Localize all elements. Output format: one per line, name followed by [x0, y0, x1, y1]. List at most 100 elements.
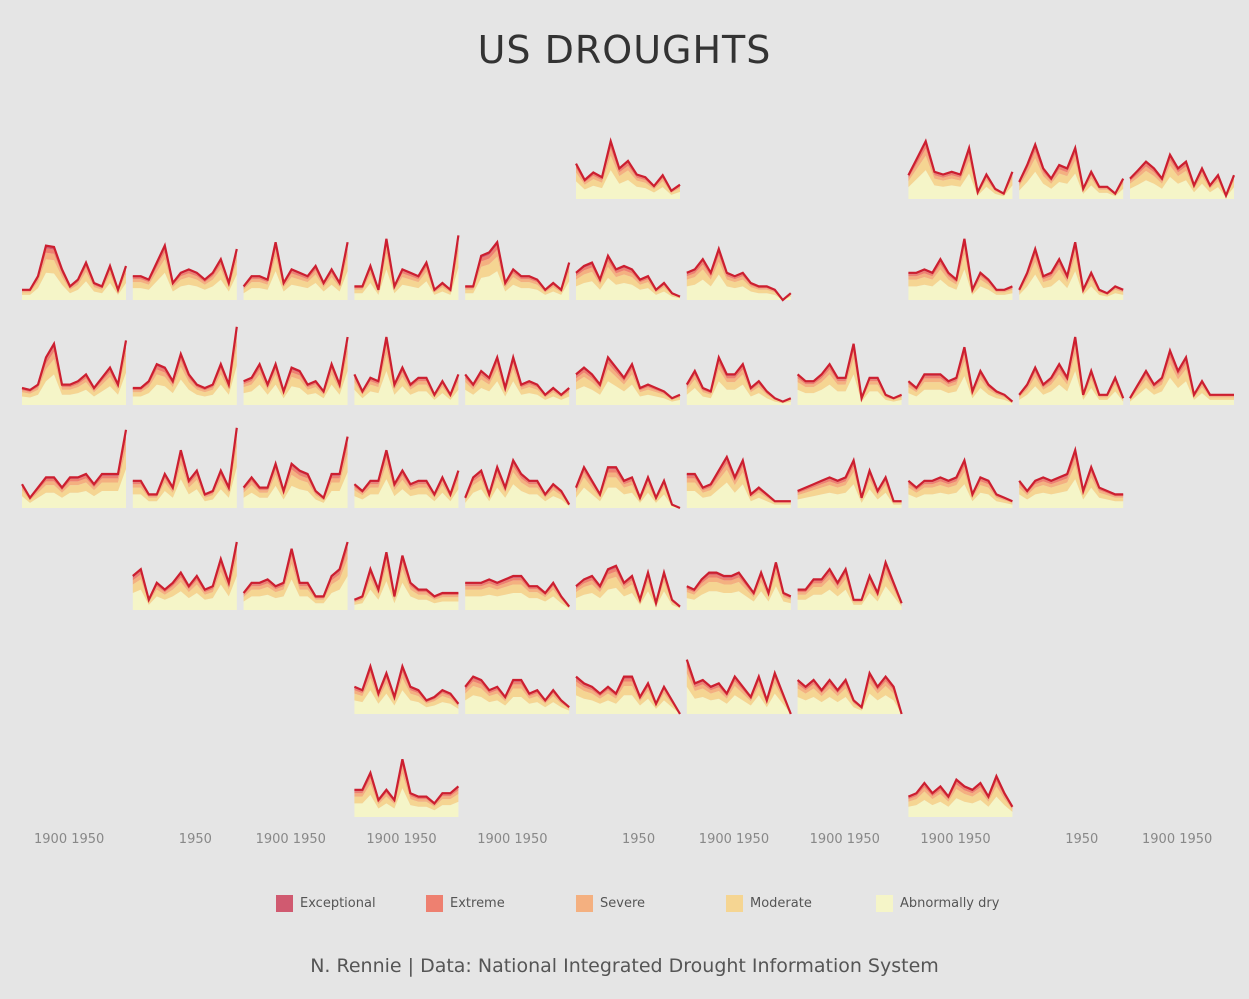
area-moderate — [243, 256, 348, 294]
area-severe — [132, 252, 237, 288]
area-severe — [908, 781, 1013, 810]
drought-total-line — [464, 675, 570, 709]
area-severe — [686, 666, 791, 714]
drought-total-line — [686, 454, 791, 503]
state-panel — [575, 355, 681, 405]
area-abnormally-dry — [908, 269, 1013, 300]
area-abnormally-dry — [686, 381, 791, 405]
drought-total-line — [685, 354, 792, 403]
area-severe — [465, 249, 570, 293]
drought-total-line — [907, 138, 1014, 196]
area-moderate — [1130, 364, 1234, 402]
state-panel — [1129, 152, 1236, 199]
state-panel — [1018, 445, 1124, 508]
area-moderate — [354, 464, 459, 502]
area-abnormally-dry — [1019, 371, 1124, 405]
x-tick-label: 1950 — [1065, 832, 1098, 847]
state-panel — [907, 346, 1014, 405]
state-panel — [907, 138, 1014, 199]
state-panel — [242, 541, 349, 610]
x-tick-label: 1900 1950 — [477, 832, 547, 847]
area-abnormally-dry — [465, 381, 570, 405]
state-panel — [686, 454, 791, 508]
area-abnormally-dry — [686, 586, 791, 610]
area-abnormally-dry — [576, 587, 680, 610]
legend-item-moderate: Moderate — [726, 895, 812, 912]
area-moderate — [576, 155, 680, 195]
drought-total-line — [796, 343, 903, 403]
area-moderate — [1019, 354, 1124, 402]
area-extreme — [908, 350, 1013, 402]
area-moderate — [243, 454, 348, 503]
drought-total-line — [465, 239, 571, 292]
area-moderate — [354, 678, 459, 709]
legend-swatch — [726, 895, 743, 912]
area-abnormally-dry — [22, 372, 126, 405]
drought-total-line — [21, 340, 128, 392]
drought-total-line — [575, 355, 681, 400]
area-moderate — [797, 359, 902, 402]
legend-swatch — [276, 895, 293, 912]
area-extreme — [465, 678, 570, 709]
legend-item-abnormally-dry: Abnormally dry — [876, 895, 999, 912]
area-severe — [465, 363, 570, 398]
state-panel — [353, 449, 460, 508]
drought-total-line — [464, 457, 571, 506]
area-abnormally-dry — [686, 482, 791, 508]
state-panel — [21, 340, 128, 405]
area-moderate — [908, 786, 1013, 812]
area-moderate — [132, 559, 237, 605]
drought-total-line — [132, 427, 238, 496]
area-abnormally-dry — [243, 576, 348, 610]
state-panel — [132, 427, 238, 508]
drought-total-line — [575, 675, 681, 715]
area-abnormally-dry — [132, 576, 237, 610]
area-severe — [797, 678, 902, 714]
area-abnormally-dry — [354, 267, 459, 300]
area-moderate — [576, 266, 680, 299]
state-panel — [1018, 241, 1124, 300]
state-panel — [685, 354, 792, 405]
legend-swatch — [576, 895, 593, 912]
drought-total-line — [353, 662, 460, 705]
area-severe — [576, 148, 680, 193]
area-abnormally-dry — [132, 467, 237, 508]
state-panel — [465, 574, 571, 610]
area-moderate — [22, 356, 126, 398]
state-panel — [574, 464, 681, 510]
drought-total-line — [353, 551, 459, 601]
area-abnormally-dry — [576, 381, 680, 405]
drought-total-line — [354, 235, 460, 292]
area-severe — [22, 252, 126, 293]
area-moderate — [1130, 165, 1234, 198]
area-severe — [132, 550, 237, 603]
area-moderate — [465, 256, 570, 295]
area-severe — [576, 363, 680, 400]
area-abnormally-dry — [132, 272, 237, 300]
state-panel — [907, 457, 1013, 508]
area-abnormally-dry — [576, 170, 680, 199]
area-moderate — [797, 683, 902, 714]
area-moderate — [465, 369, 570, 400]
area-abnormally-dry — [465, 695, 570, 714]
area-abnormally-dry — [354, 479, 459, 508]
drought-total-line — [1018, 336, 1125, 399]
legend-item-severe: Severe — [576, 895, 645, 912]
drought-total-line — [575, 253, 681, 298]
area-extreme — [908, 462, 1013, 503]
area-moderate — [686, 369, 791, 404]
state-panel — [353, 336, 460, 405]
area-abnormally-dry — [1130, 377, 1234, 405]
area-moderate — [576, 477, 680, 508]
state-panel — [132, 242, 238, 300]
state-panel — [1018, 336, 1125, 405]
drought-total-line — [908, 238, 1013, 294]
x-tick-label: 1950 — [622, 832, 655, 847]
area-extreme — [132, 248, 237, 286]
area-moderate — [908, 254, 1013, 295]
area-severe — [908, 466, 1013, 503]
area-severe — [465, 466, 570, 506]
area-abnormally-dry — [354, 371, 459, 405]
area-moderate — [465, 472, 570, 507]
area-moderate — [243, 354, 348, 399]
